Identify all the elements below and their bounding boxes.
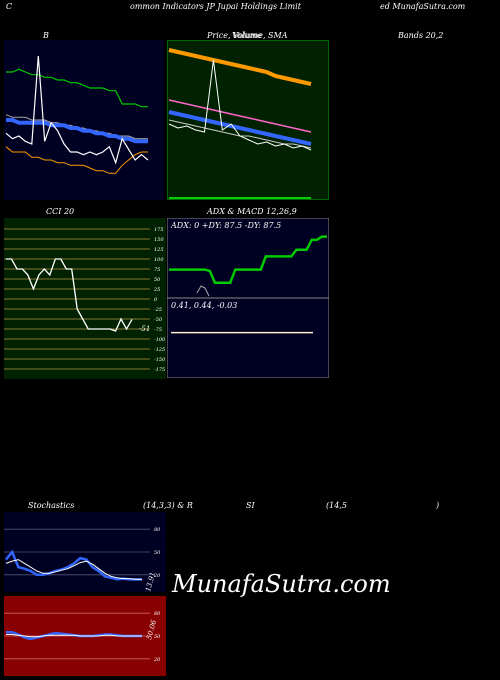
cci-tick-label: -75	[154, 327, 162, 333]
osc-tick-label: 50	[154, 634, 161, 640]
bands-bg	[4, 40, 164, 200]
label-bands-b: B	[43, 31, 49, 40]
watermark: MunafaSutra.com	[172, 570, 391, 598]
label-rsi: SI	[246, 501, 255, 510]
cci-tick-label: 100	[154, 257, 164, 263]
label-adx-macd: ADX & MACD 12,26,9	[207, 207, 297, 216]
cci-tick-label: -150	[154, 357, 166, 363]
label-bands-right: Bands 20,2	[398, 31, 444, 40]
cci-tick-label: -50	[154, 317, 163, 323]
cci-tick-label: 150	[154, 237, 164, 243]
adx-chart: ADX: 0 +DY: 87.5 -DY: 87.5	[167, 218, 329, 298]
bands-chart	[4, 40, 164, 200]
osc-tick-label: 20	[153, 657, 161, 663]
adx-text: ADX: 0 +DY: 87.5 -DY: 87.5	[170, 221, 281, 230]
middle-band-line	[6, 118, 148, 144]
price-bg	[167, 40, 329, 200]
sma-blue-line	[168, 110, 312, 146]
cci-line	[6, 258, 133, 332]
osc-tick-label: 80	[154, 527, 161, 533]
sma-pink-line	[168, 99, 312, 133]
price-white-line	[168, 59, 312, 151]
cci-chart: 175 150 125 100 75 50 25 0 -25 -50 -75 -100 -125 -150…	[4, 218, 166, 379]
cci-tick-label: 75	[154, 267, 160, 273]
osc-tick-label: 80	[154, 611, 161, 617]
cci-tick-label: 25	[153, 287, 160, 293]
cci-tick-label: 175	[154, 227, 164, 233]
cci-tick-label: 50	[154, 277, 161, 283]
macd-bg	[167, 298, 329, 378]
osc-tick-label: 20	[153, 573, 161, 579]
label-price-sma: Price, Volume, SMA	[207, 31, 288, 40]
title-c: C	[6, 2, 13, 11]
label-stoch: Stochastics	[28, 501, 75, 510]
cci-current-label: -51	[139, 325, 150, 333]
osc-slow-line	[5, 559, 142, 580]
lower-band-line	[5, 146, 148, 174]
label-rsi-close: )	[436, 501, 440, 510]
osc-tick-label: 50	[154, 550, 161, 556]
label-rsi-params: (14,5	[326, 501, 347, 510]
label-volume-overlap: Volume	[232, 31, 262, 40]
cci-tick-label: -175	[154, 367, 165, 373]
osc-slow-line	[6, 634, 142, 638]
adx-dy-line	[196, 285, 210, 297]
price-chart	[167, 40, 329, 200]
label-cci: CCI 20	[46, 207, 75, 216]
price-line	[5, 55, 149, 165]
title-right: ed MunafaSutra.com	[380, 2, 466, 11]
cci-tick-label: 125	[154, 247, 164, 253]
cci-tick-label: 0	[154, 297, 158, 303]
osc-fast-line	[5, 549, 142, 581]
cci-tick-label: -125	[154, 347, 165, 353]
adx-bg	[167, 218, 329, 298]
title-main: ommon Indicators JP Jupai Holdings Limit	[130, 2, 301, 11]
adx-line	[169, 235, 327, 285]
sma-orange-line	[168, 48, 312, 86]
macd-text: 0.41, 0.44, -0.03	[171, 301, 237, 310]
upper-band-line	[6, 68, 148, 108]
cci-tick-label: -25	[154, 307, 162, 313]
label-stoch-params: (14,3,3) & R	[143, 501, 193, 510]
macd-chart: 0.41, 0.44, -0.03	[167, 298, 329, 378]
cci-tick-label: -100	[154, 337, 166, 343]
